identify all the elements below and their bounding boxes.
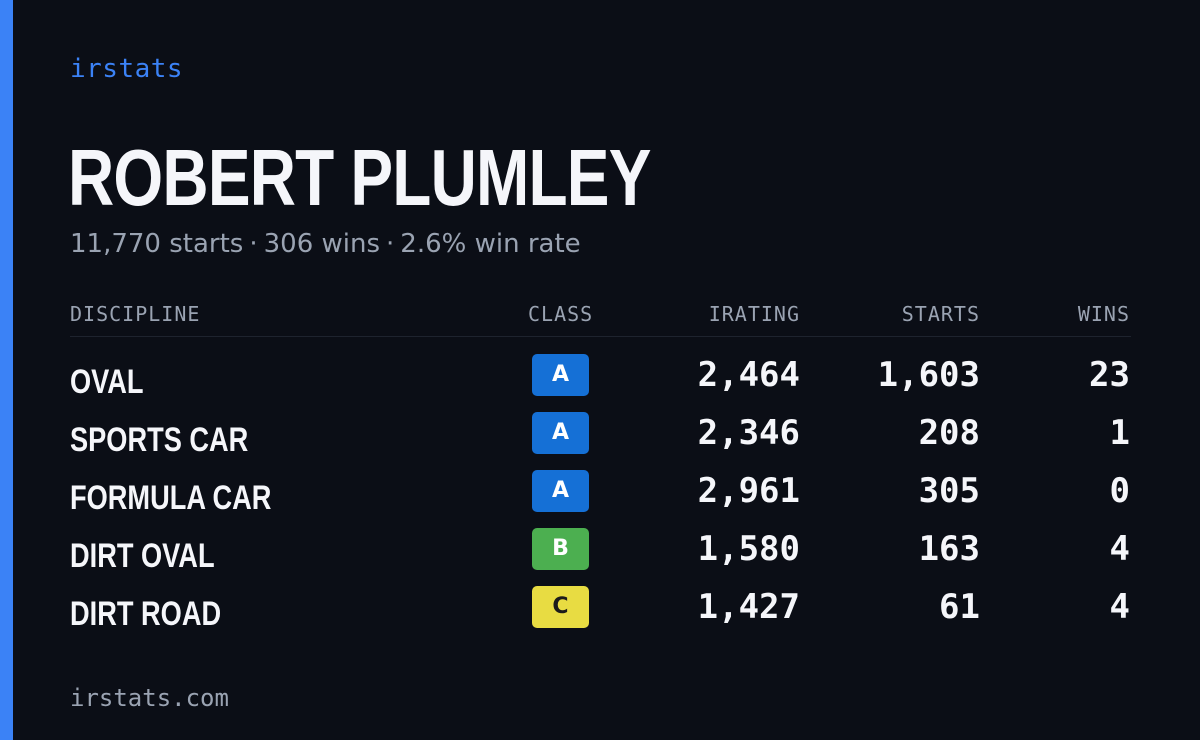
starts-value: 61 xyxy=(939,587,980,627)
starts-value: 163 xyxy=(918,529,980,569)
wins-value: 0 xyxy=(1109,471,1130,511)
header-wins: WINS xyxy=(1077,302,1130,326)
brand-logo-text: irstats xyxy=(70,54,184,84)
summary-separator: · xyxy=(249,229,258,259)
wins-value: 1 xyxy=(1109,413,1130,453)
table-row: DIRT ROAD C 1,427 61 4 xyxy=(70,586,1131,644)
table-row: FORMULA CAR A 2,961 305 0 xyxy=(70,470,1131,528)
discipline-name: DIRT ROAD xyxy=(70,595,222,633)
wins-value: 4 xyxy=(1109,529,1130,569)
summary-wins: 306 wins xyxy=(263,229,381,259)
starts-value: 1,603 xyxy=(877,355,980,395)
summary-starts: 11,770 starts xyxy=(70,229,244,259)
header-irating: IRATING xyxy=(708,302,800,326)
discipline-name: FORMULA CAR xyxy=(70,479,272,517)
header-class: CLASS xyxy=(528,302,594,326)
header-discipline: DISCIPLINE xyxy=(70,302,201,326)
wins-value: 4 xyxy=(1109,587,1130,627)
summary-win-rate: 2.6% win rate xyxy=(400,229,581,259)
discipline-name: DIRT OVAL xyxy=(70,537,215,575)
discipline-name: OVAL xyxy=(70,363,144,401)
starts-value: 305 xyxy=(918,471,980,511)
accent-bar xyxy=(0,0,13,740)
class-badge: C xyxy=(532,586,589,628)
irating-value: 1,580 xyxy=(697,529,800,569)
table-header: DISCIPLINE CLASS IRATING STARTS WINS xyxy=(70,300,1131,337)
discipline-name: SPORTS CAR xyxy=(70,421,249,459)
driver-name: ROBERT PLUMLEY xyxy=(68,133,651,222)
table-body: OVAL A 2,464 1,603 23 SPORTS CAR A 2,346 208 1 FOR… xyxy=(70,354,1131,644)
discipline-table: DISCIPLINE CLASS IRATING STARTS WINS OVA… xyxy=(70,300,1131,644)
irating-value: 2,961 xyxy=(697,471,800,511)
class-badge: B xyxy=(532,528,589,570)
summary-separator: · xyxy=(386,229,395,259)
starts-value: 208 xyxy=(918,413,980,453)
wins-value: 23 xyxy=(1089,355,1130,395)
footer-url: irstats.com xyxy=(70,684,229,712)
table-row: DIRT OVAL B 1,580 163 4 xyxy=(70,528,1131,586)
summary-line: 11,770 starts · 306 wins · 2.6% win rate xyxy=(70,229,581,260)
class-badge: A xyxy=(532,354,589,396)
header-starts: STARTS xyxy=(901,302,980,326)
irating-value: 2,346 xyxy=(697,413,800,453)
irating-value: 1,427 xyxy=(697,587,800,627)
class-badge: A xyxy=(532,470,589,512)
table-row: OVAL A 2,464 1,603 23 xyxy=(70,354,1131,412)
class-badge: A xyxy=(532,412,589,454)
irating-value: 2,464 xyxy=(697,355,800,395)
table-row: SPORTS CAR A 2,346 208 1 xyxy=(70,412,1131,470)
